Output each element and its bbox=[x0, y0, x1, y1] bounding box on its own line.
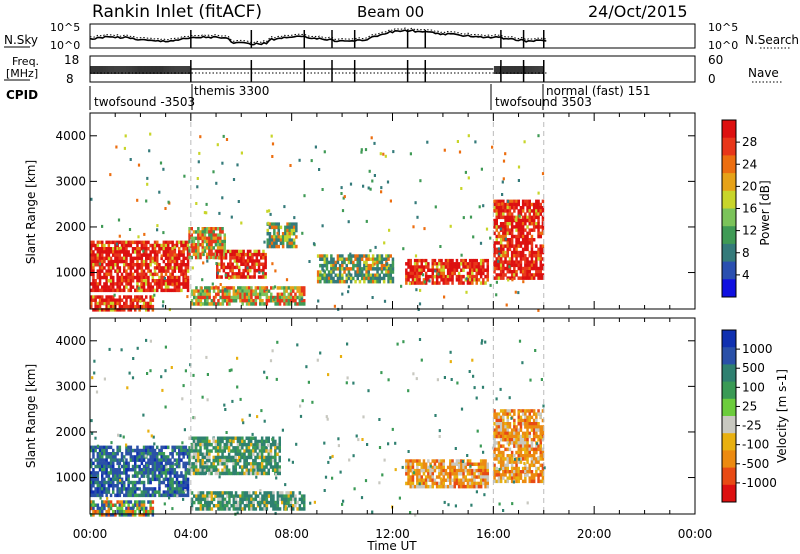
echo-region-3 bbox=[216, 249, 267, 279]
x-tick-label: 00:00 bbox=[73, 527, 108, 541]
power-colorbar-label: Power [dB] bbox=[758, 180, 772, 245]
noise-right-tick-bottom: 10^0 bbox=[708, 39, 738, 52]
date-title: 24/Oct/2015 bbox=[588, 2, 688, 21]
x-tick-label: 04:00 bbox=[174, 527, 209, 541]
y-tick-label: 1000 bbox=[55, 266, 86, 280]
noise-sky-line bbox=[89, 29, 547, 46]
colorbar-tick-label: -500 bbox=[742, 457, 769, 471]
echo-region-5 bbox=[266, 222, 298, 249]
colorbar-tick-label: 4 bbox=[742, 268, 750, 282]
echo-region-8 bbox=[316, 254, 395, 284]
colorbar-tick-label: 20 bbox=[742, 179, 757, 193]
velocity-colorbar: 1000 500 100 25 -25 -100 -500 -1000 bbox=[721, 329, 777, 503]
colorbar-tick-label: 12 bbox=[742, 224, 757, 238]
power-colorbar: 28 24 20 16 12 8 4 bbox=[721, 119, 757, 298]
noise-spikes bbox=[190, 30, 545, 48]
scattered-echoes bbox=[90, 338, 546, 517]
echo-region-4 bbox=[405, 459, 489, 489]
cpid-label: CPID bbox=[6, 88, 38, 102]
velocity-axes: 1000 2000 3000 4000 bbox=[55, 318, 696, 514]
velocity-colorbar-label: Velocity [m s-1] bbox=[775, 369, 789, 463]
x-tick-label: 00:00 bbox=[678, 527, 713, 541]
nave-label: Nave bbox=[748, 66, 779, 80]
freq-label-1: Freq. bbox=[12, 55, 39, 68]
power-echoes bbox=[90, 132, 545, 312]
colorbar-tick-label: 25 bbox=[742, 399, 757, 413]
cpid-entry-2: twofsound 3503 bbox=[495, 95, 592, 109]
x-tick-label: 20:00 bbox=[577, 527, 612, 541]
freq-marks bbox=[89, 60, 545, 82]
noise-left-tick-top: 10^5 bbox=[50, 21, 80, 34]
x-tick-label: 08:00 bbox=[274, 527, 309, 541]
velocity-ylabel: Slant Range [km] bbox=[24, 364, 38, 468]
colorbar-tick-label: -100 bbox=[742, 438, 769, 452]
freq-tick-top: 18 bbox=[64, 53, 79, 67]
colorbar-tick-label: -25 bbox=[742, 419, 762, 433]
y-tick-label: 1000 bbox=[55, 471, 86, 485]
power-panel: 1000 2000 3000 4000 Slant Range [km] 28 24 20… bbox=[24, 112, 772, 312]
echo-region-5 bbox=[493, 409, 545, 484]
y-tick-label: 4000 bbox=[55, 334, 86, 348]
velocity-echoes bbox=[90, 338, 546, 517]
noise-right-label: N.Search bbox=[745, 33, 799, 47]
y-tick-label: 2000 bbox=[55, 425, 86, 439]
colorbar-tick-label: 1000 bbox=[742, 342, 773, 356]
echo-region-4 bbox=[190, 286, 306, 306]
x-axis-label: Time UT bbox=[366, 539, 417, 553]
station-title: Rankin Inlet (fitACF) bbox=[92, 2, 262, 22]
freq-tick-bottom: 8 bbox=[66, 72, 74, 86]
x-axis-ticks: 00:00 04:00 08:00 12:00 16:00 20:00 00:00 bbox=[73, 527, 713, 541]
colorbar-tick-label: 500 bbox=[742, 361, 765, 375]
cpid-entry-3: normal (fast) 151 bbox=[546, 84, 650, 98]
nave-tick-top: 60 bbox=[708, 53, 723, 67]
echo-region-2 bbox=[188, 436, 281, 476]
noise-panel: N.Sky 10^5 10^0 10^5 10^0 N.Search bbox=[4, 21, 799, 52]
echo-region-6 bbox=[405, 258, 489, 285]
echo-region-2 bbox=[188, 227, 226, 260]
echo-region-7 bbox=[493, 199, 545, 280]
nave-tick-bottom: 0 bbox=[708, 72, 716, 86]
y-tick-label: 4000 bbox=[55, 129, 86, 143]
colorbar-tick-label: 100 bbox=[742, 380, 765, 394]
freq-label-2: [MHz] bbox=[6, 67, 38, 80]
noise-left-tick-bottom: 10^0 bbox=[50, 39, 80, 52]
freq-panel: Freq. [MHz] 18 8 60 0 Nave bbox=[4, 53, 782, 86]
cpid-entry-1: themis 3300 bbox=[194, 84, 269, 98]
colorbar-tick-label: 28 bbox=[742, 135, 757, 149]
colorbar-tick-label: 24 bbox=[742, 157, 757, 171]
colorbar-tick-label: 16 bbox=[742, 202, 757, 216]
noise-left-label: N.Sky bbox=[4, 33, 38, 47]
echo-region-1 bbox=[90, 295, 155, 312]
colorbar-tick-label: -1000 bbox=[742, 476, 777, 490]
echo-region-0 bbox=[90, 445, 190, 498]
x-tick-label: 12:00 bbox=[375, 527, 410, 541]
power-ylabel: Slant Range [km] bbox=[24, 160, 38, 264]
noise-right-tick-top: 10^5 bbox=[708, 21, 738, 34]
scattered-echoes bbox=[90, 132, 545, 312]
beam-title: Beam 00 bbox=[357, 3, 424, 21]
velocity-panel: 1000 2000 3000 4000 Slant Range [km] 1000 50… bbox=[24, 317, 789, 553]
colorbar-tick-label: 8 bbox=[742, 246, 750, 260]
y-tick-label: 3000 bbox=[55, 379, 86, 393]
echo-region-3 bbox=[190, 491, 306, 511]
y-tick-label: 2000 bbox=[55, 220, 86, 234]
cpid-panel: CPID twofsound -3503 themis 3300 twofsou… bbox=[6, 84, 650, 110]
x-tick-label: 16:00 bbox=[476, 527, 511, 541]
power-axes: 1000 2000 3000 4000 bbox=[55, 113, 696, 309]
cpid-entry-0: twofsound -3503 bbox=[94, 95, 195, 109]
y-tick-label: 3000 bbox=[55, 174, 86, 188]
